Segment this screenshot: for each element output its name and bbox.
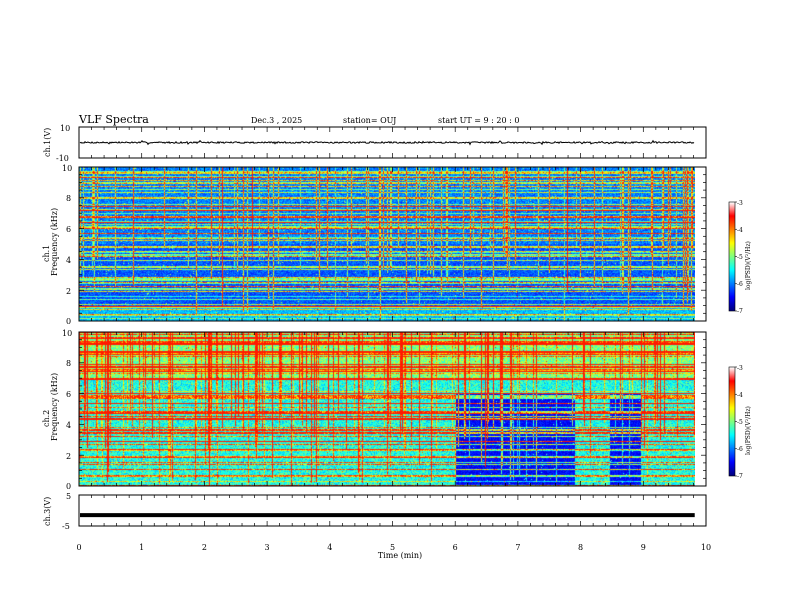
xtick-0: 0 [76,543,81,552]
xtick-6: 6 [453,543,458,552]
ch1-colorbar-ticks [735,201,737,312]
ch2-cbar-tick-4: -4 [737,392,743,399]
xtick-8: 8 [578,543,583,552]
ch2-ytick-2: 2 [66,452,71,461]
ch2-ylabel-frequency: Frequency (kHz) [50,373,59,441]
ch3-waveform-ticks [78,495,707,526]
ch1-ytick-2: 2 [66,287,71,296]
ch3-waveform-panel: 5 -5 ch.3(V) [43,492,707,531]
ch2-ytick-10: 10 [62,329,72,338]
ch1-cbar-tick-3: -3 [737,200,743,207]
ch1-colorbar [729,202,735,311]
ch2-spectrogram-panel: 0 2 4 6 8 10 ch.2 Frequency (kHz) -3 -4 … [42,329,752,491]
ch1-ytick-6: 6 [66,225,71,234]
ch1-ytick-8: 8 [66,194,71,203]
xtick-1: 1 [139,543,144,552]
ch1-ylabel: ch.1(V) [43,128,52,157]
ch2-ytick-4: 4 [66,421,71,430]
ch2-cbar-tick-3: -3 [737,365,743,372]
ch1-spectrogram-ticks [78,166,707,322]
ch2-ytick-8: 8 [66,359,71,368]
xtick-5: 5 [390,543,395,552]
xtick-7: 7 [515,543,520,552]
ch1-cbar-tick-6: -6 [737,281,743,288]
ch1-ylabel-frequency: Frequency (kHz) [50,208,59,276]
ch1-ytick-4: 4 [66,256,71,265]
x-axis-tick-labels: 0 1 2 3 4 5 6 7 8 9 10 [76,543,711,552]
ch3-ytick-top: 5 [66,492,71,501]
ch1-ytick-0: 0 [66,317,71,326]
ch2-ylabel-channel: ch.2 [42,410,51,427]
ch1-cbar-tick-5: -5 [737,254,743,261]
figure-title: VLF Spectra [78,113,149,126]
xtick-4: 4 [327,543,332,552]
ch3-ytick-bottom: -5 [62,522,70,531]
ch1-ytick-10: 10 [62,164,72,173]
ch3-waveform-frame [78,494,707,527]
ch1-waveform-ticks [78,127,707,158]
ch1-waveform-panel: 10 -10 ch.1(V) [43,124,707,163]
xtick-9: 9 [641,543,646,552]
station-label: station= OUJ [343,116,396,125]
ch1-ytick-bottom: -10 [56,154,69,163]
start-time-label: start UT = 9 : 20 : 0 [438,116,519,125]
ch1-spectrogram-panel: 0 2 4 6 8 10 ch.1 Frequency (kHz) -3 -4 … [42,164,752,326]
ch2-spectrogram-image [79,332,695,486]
xtick-10: 10 [701,543,711,552]
ch2-spectrogram-ticks [78,331,707,487]
ch2-ytick-6: 6 [66,390,71,399]
ch2-colorbar [729,367,735,476]
xtick-2: 2 [202,543,207,552]
ch2-cbar-tick-6: -6 [737,446,743,453]
ch2-cbar-tick-5: -5 [737,419,743,426]
ch2-ytick-0: 0 [66,482,71,491]
ch1-ylabel-channel: ch.1 [42,245,51,262]
ch2-colorbar-ticks [735,366,737,477]
ch1-colorbar-label: log(PSD)(V²/Hz) [745,241,752,290]
ch1-spectrogram-image [79,167,695,321]
ch1-cbar-tick-7: -7 [737,308,743,315]
ch2-cbar-tick-7: -7 [737,473,743,480]
ch3-ylabel: ch.3(V) [43,497,52,526]
x-axis-label: Time (min) [378,551,422,560]
ch1-ytick-top: 10 [60,124,70,133]
ch1-cbar-tick-4: -4 [737,227,743,234]
date-label: Dec.3 , 2025 [251,116,302,125]
ch1-waveform-trace [79,139,695,146]
xtick-3: 3 [265,543,270,552]
ch2-colorbar-label: log(PSD)(V²/Hz) [745,406,752,455]
